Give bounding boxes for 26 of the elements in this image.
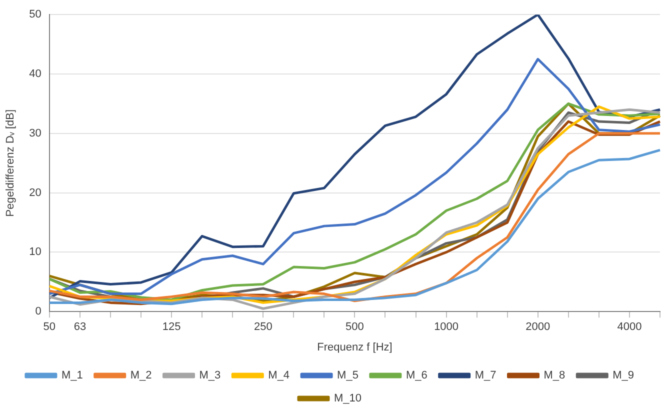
y-tick-label: 0 bbox=[35, 306, 42, 318]
x-tick-label: 4000 bbox=[617, 321, 642, 334]
y-axis-title: Pegeldifferenz Dᵥ [dB] bbox=[4, 109, 17, 217]
y-tick-label: 40 bbox=[29, 68, 42, 80]
legend-label: M_4 bbox=[268, 370, 290, 382]
legend-label: M_1 bbox=[61, 370, 83, 382]
x-axis-title: Frequenz f [Hz] bbox=[317, 341, 392, 354]
x-tick-label: 125 bbox=[162, 321, 181, 334]
legend-label: M_2 bbox=[130, 370, 152, 382]
legend-label: M_3 bbox=[199, 370, 221, 382]
x-tick-label: 250 bbox=[254, 321, 272, 334]
x-tick-label: 2000 bbox=[526, 321, 550, 334]
x-tick-label: 63 bbox=[74, 321, 86, 334]
legend-label: M_10 bbox=[334, 392, 362, 405]
legend-label: M_7 bbox=[474, 370, 496, 382]
x-tick-label: 50 bbox=[43, 321, 56, 334]
y-tick-label: 30 bbox=[29, 127, 42, 140]
legend-label: M_6 bbox=[406, 370, 428, 382]
legend-label: M_8 bbox=[544, 370, 566, 382]
y-tick-label: 20 bbox=[29, 186, 42, 199]
x-tick-label: 500 bbox=[346, 321, 364, 334]
legend-label: M_9 bbox=[612, 370, 634, 382]
y-tick-label: 50 bbox=[29, 8, 42, 21]
legend-label: M_5 bbox=[337, 370, 358, 382]
y-tick-label: 10 bbox=[29, 246, 42, 258]
x-tick-label: 1000 bbox=[434, 321, 459, 334]
